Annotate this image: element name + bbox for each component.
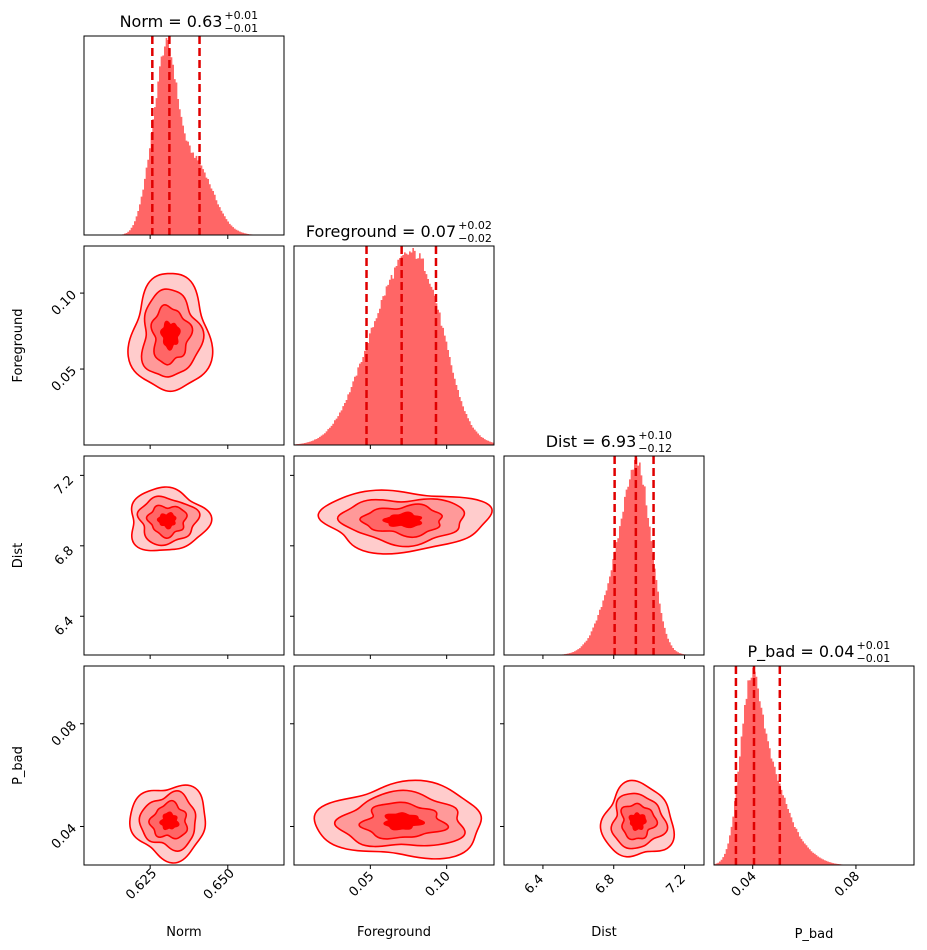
y-axis-label-dist: Dist bbox=[11, 543, 26, 569]
contour-level-3 bbox=[628, 812, 647, 831]
panel-title-p_bad: P_bad = 0.04 bbox=[748, 642, 855, 662]
x-axis-label-dist: Dist bbox=[591, 925, 617, 940]
x-tick-label-norm: 0.650 bbox=[201, 866, 238, 903]
histogram-foreground bbox=[294, 248, 494, 445]
contour-panel-foreground-vs-dist bbox=[293, 455, 495, 656]
x-tick-label-p_bad: 0.08 bbox=[832, 869, 863, 900]
contour-level-3 bbox=[160, 320, 181, 351]
contour-panel-dist-vs-p_bad bbox=[503, 665, 705, 866]
panel-frame bbox=[503, 665, 705, 866]
histogram-norm bbox=[84, 38, 284, 235]
y-tick-label-dist: 6.4 bbox=[52, 614, 77, 639]
contour-level-3 bbox=[159, 811, 180, 831]
contour-panel-norm-vs-foreground bbox=[83, 245, 285, 446]
panel-frame bbox=[83, 35, 285, 236]
hist-panel-dist: Dist = 6.93 +0.10−0.12 bbox=[503, 429, 705, 656]
panel-frame bbox=[83, 665, 285, 866]
x-tick-label-norm: 0.625 bbox=[123, 866, 160, 903]
y-axis-label-foreground: Foreground bbox=[11, 308, 26, 382]
x-tick-label-foreground: 0.10 bbox=[423, 869, 454, 900]
x-tick-label-dist: 7.2 bbox=[663, 872, 688, 897]
y-tick-label-p_bad: 0.04 bbox=[49, 821, 80, 852]
y-axis-label-p_bad: P_bad bbox=[11, 746, 26, 785]
panel-title-foreground: Foreground = 0.07 bbox=[306, 222, 456, 241]
y-tick-label-dist: 6.8 bbox=[52, 543, 77, 568]
panel-title-sup-p_bad: +0.01 bbox=[856, 639, 890, 652]
panel-title-sub-p_bad: −0.01 bbox=[856, 652, 890, 665]
x-axis-label-foreground: Foreground bbox=[357, 925, 431, 940]
x-axis-label-p_bad: P_bad bbox=[795, 927, 834, 942]
x-axis-label-norm: Norm bbox=[166, 925, 201, 940]
panel-frame bbox=[293, 665, 495, 866]
contour-level-3 bbox=[383, 812, 426, 831]
contour-panel-norm-vs-p_bad bbox=[83, 665, 285, 866]
panel-title-sup-foreground: +0.02 bbox=[458, 219, 492, 232]
panel-title-sup-norm: +0.01 bbox=[224, 9, 258, 22]
panel-frame bbox=[713, 665, 915, 866]
hist-panel-p_bad: P_bad = 0.04 +0.01−0.01 bbox=[713, 639, 915, 866]
panel-title-norm: Norm = 0.63 bbox=[120, 12, 223, 31]
panel-title-dist: Dist = 6.93 bbox=[546, 432, 637, 451]
panel-title-sub-foreground: −0.02 bbox=[458, 232, 492, 245]
contour-panel-foreground-vs-p_bad bbox=[293, 665, 495, 866]
x-tick-label-p_bad: 0.04 bbox=[729, 869, 760, 900]
contour-panel-norm-vs-dist bbox=[83, 455, 285, 656]
y-tick-label-foreground: 0.10 bbox=[49, 288, 80, 319]
panel-frame bbox=[83, 245, 285, 446]
panel-frame bbox=[293, 245, 495, 446]
y-tick-label-foreground: 0.05 bbox=[49, 364, 80, 395]
y-tick-label-p_bad: 0.08 bbox=[49, 718, 80, 749]
contour-level-3 bbox=[156, 512, 177, 530]
histogram-dist bbox=[504, 458, 704, 655]
panel-title-sub-dist: −0.12 bbox=[638, 442, 672, 455]
histogram-p_bad bbox=[714, 668, 914, 865]
hist-panel-norm: Norm = 0.63 +0.01−0.01 bbox=[83, 9, 285, 236]
panel-frame bbox=[503, 455, 705, 656]
panel-title-sup-dist: +0.10 bbox=[638, 429, 672, 442]
x-tick-label-foreground: 0.05 bbox=[346, 869, 377, 900]
x-tick-label-dist: 6.8 bbox=[593, 872, 618, 897]
hist-panel-foreground: Foreground = 0.07 +0.02−0.02 bbox=[293, 219, 495, 446]
panel-title-sub-norm: −0.01 bbox=[224, 22, 258, 35]
panel-frame bbox=[293, 455, 495, 656]
x-tick-label-dist: 6.4 bbox=[522, 872, 547, 897]
contour-level-3 bbox=[382, 511, 423, 529]
panel-frame bbox=[83, 455, 285, 656]
y-tick-label-dist: 7.2 bbox=[52, 473, 77, 498]
